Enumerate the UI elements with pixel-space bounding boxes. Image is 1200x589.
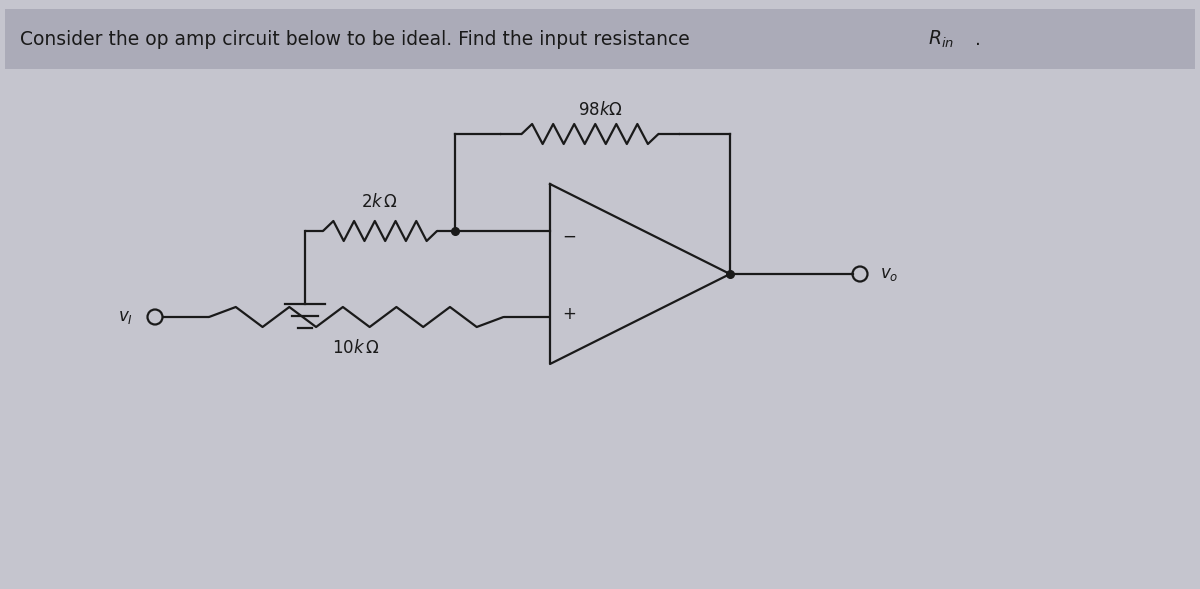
Text: $-$: $-$ [562, 227, 576, 245]
Text: $v_o$: $v_o$ [880, 265, 899, 283]
Text: $98k\Omega$: $98k\Omega$ [577, 101, 623, 119]
Text: $2k\,\Omega$: $2k\,\Omega$ [361, 193, 398, 211]
Text: Consider the op amp circuit below to be ideal. Find the input resistance: Consider the op amp circuit below to be … [20, 29, 696, 48]
Text: $v_I$: $v_I$ [118, 308, 133, 326]
Text: $+$: $+$ [562, 305, 576, 323]
Text: $10k\,\Omega$: $10k\,\Omega$ [332, 339, 380, 357]
Text: $R_{in}$: $R_{in}$ [928, 28, 954, 49]
FancyBboxPatch shape [5, 9, 1195, 69]
Text: .: . [974, 29, 980, 48]
